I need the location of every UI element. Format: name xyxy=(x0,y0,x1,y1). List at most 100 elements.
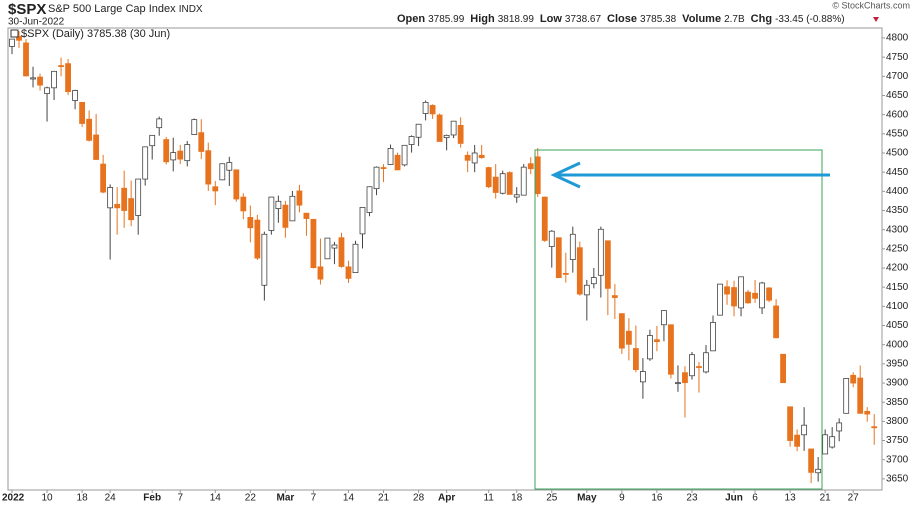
candle-body xyxy=(317,266,324,280)
y-tick-label: 4200 xyxy=(886,263,909,274)
candle-body xyxy=(555,237,562,278)
quote-value: -33.45 (-0.88%) xyxy=(775,14,844,25)
quote-value: 3818.99 xyxy=(498,14,535,25)
quote-label: High xyxy=(470,13,495,25)
candle-body xyxy=(618,313,625,349)
index-name: S&P 500 Large Cap Index INDX xyxy=(48,3,203,15)
candle-body xyxy=(163,139,170,163)
candle-body xyxy=(170,152,177,161)
candle-body xyxy=(429,105,436,115)
candle-body xyxy=(703,352,709,373)
candle-body xyxy=(72,90,78,101)
candle-body xyxy=(625,330,632,345)
candle-body xyxy=(787,406,794,441)
candle-body xyxy=(604,240,611,289)
y-tick-label: 4300 xyxy=(886,224,909,235)
candle-body xyxy=(808,448,815,473)
y-tick-label: 3850 xyxy=(886,397,909,408)
candle-body xyxy=(261,233,268,286)
candle-body xyxy=(710,322,716,352)
x-tick-label: 21 xyxy=(378,493,390,504)
candle-body xyxy=(843,378,850,414)
candle-body xyxy=(79,101,85,124)
quote-label: Low xyxy=(540,13,562,25)
candle-body xyxy=(387,147,394,165)
x-tick-label: Feb xyxy=(143,493,161,504)
y-tick-label: 3900 xyxy=(886,378,909,389)
name: S&P 500 Large Cap Index xyxy=(48,3,176,15)
candle-body xyxy=(247,217,254,229)
candle-body xyxy=(562,272,569,275)
x-tick-label: 13 xyxy=(785,493,797,504)
x-tick-label: 7 xyxy=(177,493,183,504)
x-tick-label: 23 xyxy=(686,493,698,504)
candle-body xyxy=(534,156,541,195)
x-tick-label: 28 xyxy=(413,493,425,504)
candle-body xyxy=(352,243,359,274)
candle-body xyxy=(380,167,387,169)
x-tick-label: 18 xyxy=(77,493,89,504)
candle-body xyxy=(23,42,29,77)
candle-body xyxy=(205,150,212,185)
candle-body xyxy=(135,178,142,216)
candle-body xyxy=(226,162,233,171)
candle-body xyxy=(492,176,499,193)
candle-body xyxy=(436,114,443,142)
x-tick-label: 21 xyxy=(820,493,832,504)
candle-body xyxy=(611,295,618,298)
candle-body xyxy=(37,76,43,86)
candle-body xyxy=(794,434,801,447)
x-tick-label: Jun xyxy=(725,493,743,504)
x-tick-label: 22 xyxy=(245,493,257,504)
down-indicator xyxy=(873,17,879,22)
candle-body xyxy=(212,186,219,192)
candle-body xyxy=(464,154,471,161)
x-tick-label: 14 xyxy=(343,493,355,504)
candle-body xyxy=(647,335,653,360)
candle-body xyxy=(499,173,506,194)
plot-frame xyxy=(7,27,883,491)
candle-body xyxy=(394,154,401,171)
quote-value: 3785.38 xyxy=(640,14,677,25)
x-tick-label: 9 xyxy=(619,493,625,504)
candle-body xyxy=(401,144,408,166)
candle-body xyxy=(857,377,864,414)
candle-body xyxy=(289,195,296,222)
arrow xyxy=(550,161,830,189)
x-tick-label: 6 xyxy=(752,493,758,504)
x-tick-label: May xyxy=(577,493,597,504)
marks xyxy=(9,31,878,484)
copyright: © StockCharts.com xyxy=(832,0,910,10)
x-tick-label: Mar xyxy=(276,493,294,504)
candle-body xyxy=(829,436,836,448)
quote-value: 2.7B xyxy=(724,14,745,25)
candle-body xyxy=(198,132,205,152)
candle-body xyxy=(766,287,772,301)
y-tick-label: 4350 xyxy=(886,205,909,216)
candle-body xyxy=(773,305,779,339)
y-tick-label: 4100 xyxy=(886,301,909,312)
y-tick-label: 3650 xyxy=(886,474,909,485)
y-tick-label: 4250 xyxy=(886,243,909,254)
candle-body xyxy=(268,196,275,231)
candle-body xyxy=(654,339,660,343)
candle-body xyxy=(689,354,695,377)
candle-body xyxy=(359,207,366,235)
candle-body xyxy=(345,266,352,279)
y-tick-label: 4600 xyxy=(886,109,909,120)
candle-body xyxy=(44,87,50,94)
candle-body xyxy=(780,353,786,384)
y-tick-label: 4800 xyxy=(886,33,909,44)
candle-body xyxy=(282,204,289,228)
quote-value: 3738.67 xyxy=(565,14,602,25)
y-tick-label: 4450 xyxy=(886,167,909,178)
y-tick-label: 4750 xyxy=(886,52,909,63)
candle-body xyxy=(51,70,57,89)
candle-body xyxy=(822,434,829,455)
candle-body xyxy=(128,198,135,221)
candle-body xyxy=(450,120,457,136)
candle-body xyxy=(590,277,597,285)
candle-body xyxy=(661,310,667,326)
x-tick-label: Apr xyxy=(438,493,455,504)
